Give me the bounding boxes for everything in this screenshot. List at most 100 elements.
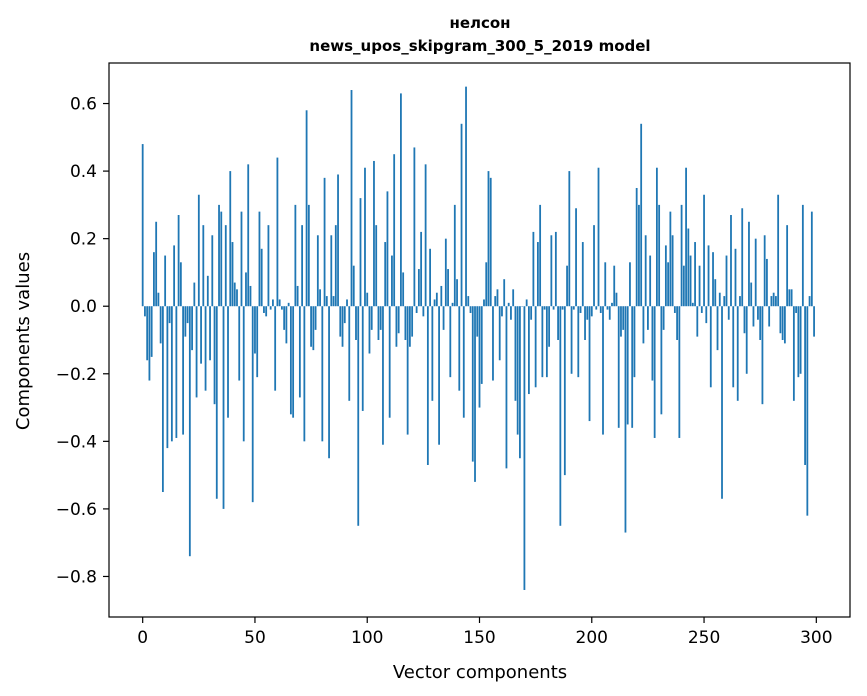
bar-80 [321,306,324,442]
bar-95 [355,306,357,340]
bar-259 [723,296,726,307]
bar-44 [240,211,243,307]
bar-97 [359,198,362,307]
bar-73 [305,110,308,307]
bar-137 [449,306,452,378]
bar-111 [391,255,393,307]
bar-180 [545,306,548,378]
bar-63 [283,306,286,330]
bar-71 [301,225,304,307]
bar-47 [247,164,250,307]
bar-100 [366,292,369,307]
bar-178 [541,306,544,378]
bar-184 [554,231,557,307]
bar-187 [561,306,564,310]
bar-285 [781,306,784,340]
bar-40 [231,242,234,307]
bar-177 [539,204,542,307]
bar-227 [651,306,654,381]
bar-270 [748,221,750,307]
bar-233 [664,245,667,307]
bar-115 [400,93,402,307]
bar-201 [593,225,595,307]
bar-42 [236,289,238,307]
bar-82 [325,296,328,307]
bar-142 [460,123,463,307]
bar-213 [620,306,622,337]
bar-165 [512,289,515,307]
bar-37 [224,225,227,307]
x-axis-label: Vector components [393,662,567,683]
bar-172 [528,306,530,395]
bar-70 [298,306,301,398]
bar-292 [797,306,800,378]
bar-199 [588,306,591,422]
bar-13 [170,306,173,442]
bar-219 [633,306,636,378]
bar-60 [276,157,279,307]
bar-207 [606,306,609,310]
bar-248 [698,265,701,307]
bar-55 [265,306,268,317]
bar-41 [233,282,236,307]
bar-146 [469,306,472,313]
bar-24 [195,306,198,398]
bar-255 [714,279,717,307]
bar-265 [736,306,739,401]
bar-57 [269,306,272,310]
bar-127 [426,306,429,465]
bar-176 [536,242,539,307]
bar-152 [483,299,485,307]
x-tick-label: 250 [688,628,720,648]
bar-250 [703,194,705,307]
x-tick-label: 0 [137,628,148,648]
bar-112 [393,154,396,307]
bar-156 [492,306,494,381]
bar-16 [177,215,180,307]
bar-237 [673,306,676,313]
bar-43 [238,306,241,381]
bar-61 [278,299,281,307]
bar-278 [766,258,768,307]
bar-135 [444,238,447,307]
bar-235 [669,211,672,307]
bar-271 [750,282,753,307]
bar-236 [671,235,674,307]
bar-166 [514,306,517,401]
bar-210 [613,265,616,307]
bar-253 [709,306,712,388]
bar-220 [635,187,638,307]
bar-290 [792,306,795,401]
bar-262 [730,215,732,307]
y-tick-label: 0.0 [70,297,97,317]
bar-110 [388,306,391,418]
bar-190 [568,171,571,307]
bar-21 [188,306,191,557]
bar-200 [590,306,593,317]
bar-256 [716,306,719,351]
bar-3 [148,306,151,381]
bar-28 [204,306,207,391]
bar-94 [352,265,355,307]
y-axis-ticks: 0.6 0.4 0.2 0.0 −0.2 −0.4 −0.6 −0.8 [56,95,109,587]
bar-121 [413,147,416,307]
bar-186 [559,306,562,526]
bar-261 [727,306,730,320]
bar-175 [534,306,537,388]
bar-104 [375,225,378,307]
bar-49 [251,306,254,503]
bar-30 [209,306,211,361]
x-tick-label: 200 [576,628,608,648]
bar-203 [597,167,600,307]
bar-92 [348,306,351,401]
bar-103 [373,160,375,307]
bar-274 [757,306,759,320]
bar-192 [572,306,575,310]
bar-114 [397,306,400,334]
bar-77 [314,306,317,330]
bar-174 [532,231,535,307]
bar-99 [364,167,366,307]
y-tick-label: −0.4 [56,432,97,452]
bar-151 [480,306,483,384]
